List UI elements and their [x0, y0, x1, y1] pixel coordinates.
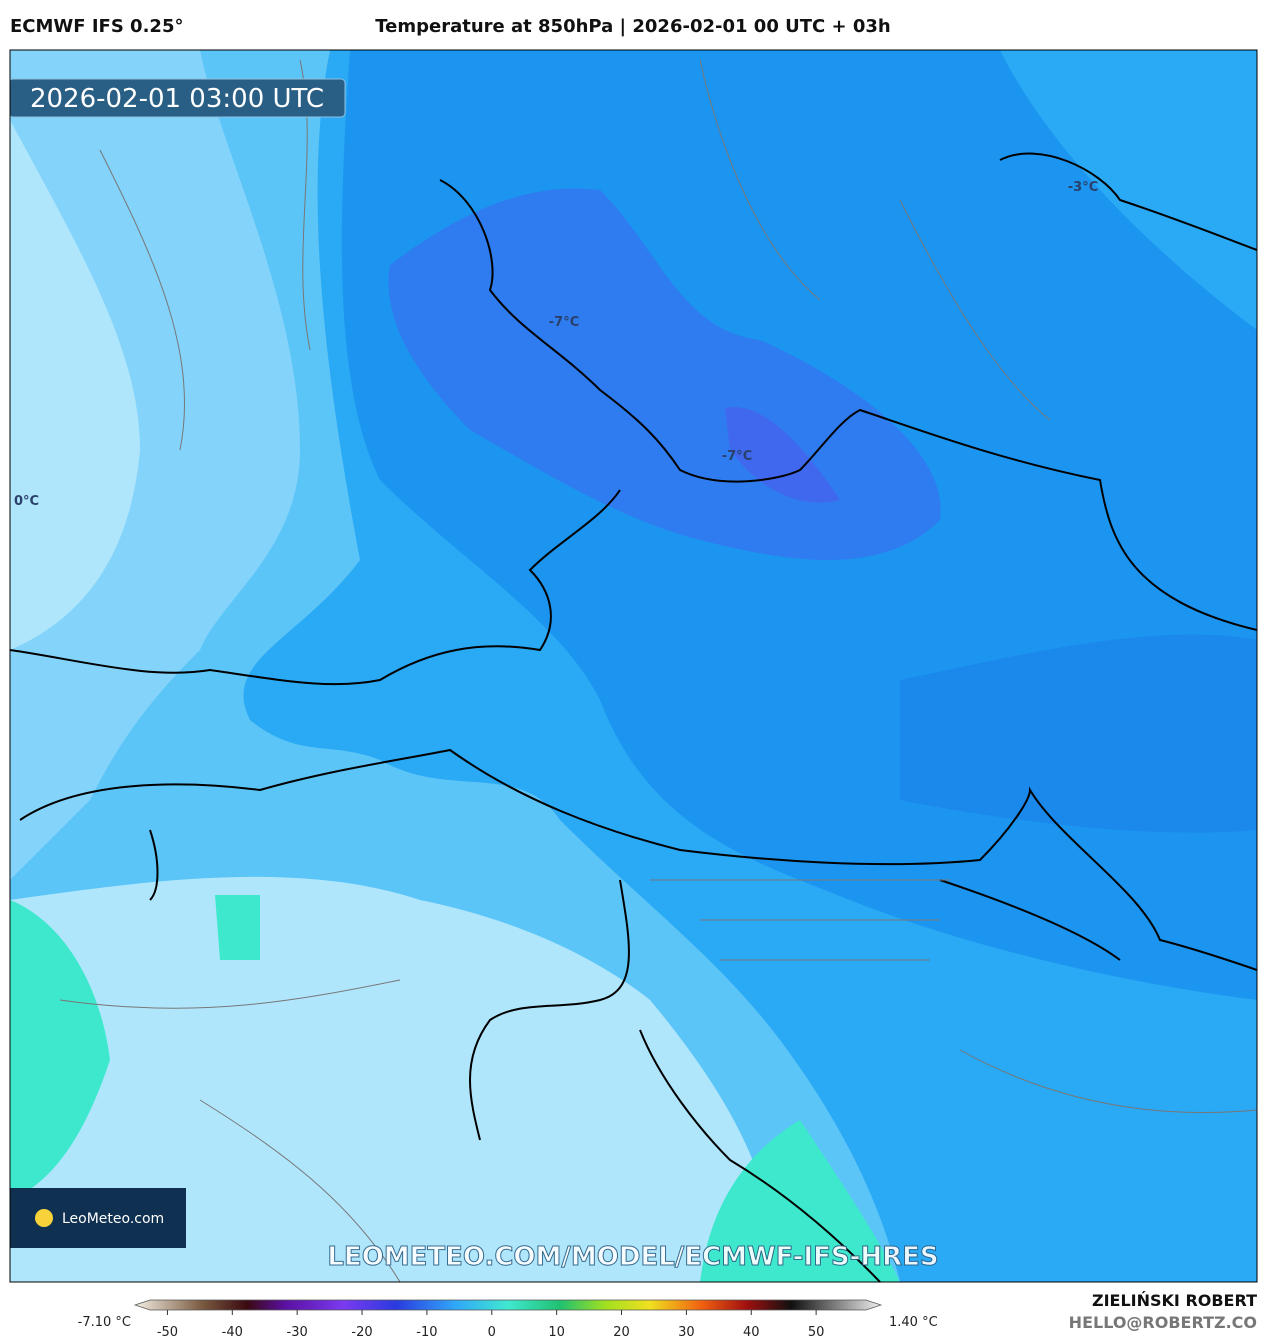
logo: LeoMeteo.com [62, 1211, 164, 1227]
colorbar-tick-label: 10 [548, 1325, 565, 1338]
colorbar-tick-label: -50 [157, 1325, 178, 1338]
map: -7°C -7°C -3°C 0°C 2026-02-01 03:00 UTC … [10, 50, 1257, 1282]
colorbar-tick-label: -30 [287, 1325, 308, 1338]
legend-max: 1.40 °C [889, 1315, 938, 1330]
contour-label: -7°C [549, 315, 579, 330]
field-dark-east [900, 634, 1257, 833]
field-darkest [725, 406, 840, 503]
colorbar-tick-label: -10 [416, 1325, 437, 1338]
field-green [10, 895, 900, 1282]
logo-sun [35, 1209, 53, 1227]
valid-time: 2026-02-01 03:00 UTC [30, 84, 324, 114]
url: LEOMETEO.COM/MODEL/ECMWF-IFS-HRES [327, 1242, 938, 1272]
legend-min: -7.10 °C [78, 1315, 131, 1330]
email: HELLO@ROBERTZ.CO [1069, 1313, 1257, 1332]
colorbar [133, 1299, 883, 1311]
colorbar-tick-label: 20 [613, 1325, 630, 1338]
map-title: Temperature at 850hPa | 2026-02-01 00 UT… [375, 16, 890, 37]
colorbar-tick-label: -20 [351, 1325, 372, 1338]
contour-label: -7°C [722, 449, 752, 464]
field-lightest-south [10, 876, 820, 1282]
map-frame [9, 49, 1258, 1283]
contour-label: -3°C [1068, 180, 1098, 195]
borders [10, 152, 1257, 1282]
contour-label: 0°C [14, 494, 39, 509]
colorbar-tick-label: 50 [808, 1325, 825, 1338]
colorbar-tick-label: 0 [488, 1325, 496, 1338]
colorbar-tick-label: 30 [678, 1325, 695, 1338]
colorbar-tick-label: 40 [743, 1325, 760, 1338]
contour-labels: -7°C -7°C -3°C 0°C [14, 180, 1098, 509]
author: ZIELIŃSKI ROBERT [1092, 1291, 1257, 1310]
field-lightest [10, 120, 140, 650]
colorbar-tick-label: -40 [222, 1325, 243, 1338]
time-box [10, 78, 346, 118]
regions [59, 59, 1257, 1282]
model-name: ECMWF IFS 0.25° [10, 16, 183, 37]
